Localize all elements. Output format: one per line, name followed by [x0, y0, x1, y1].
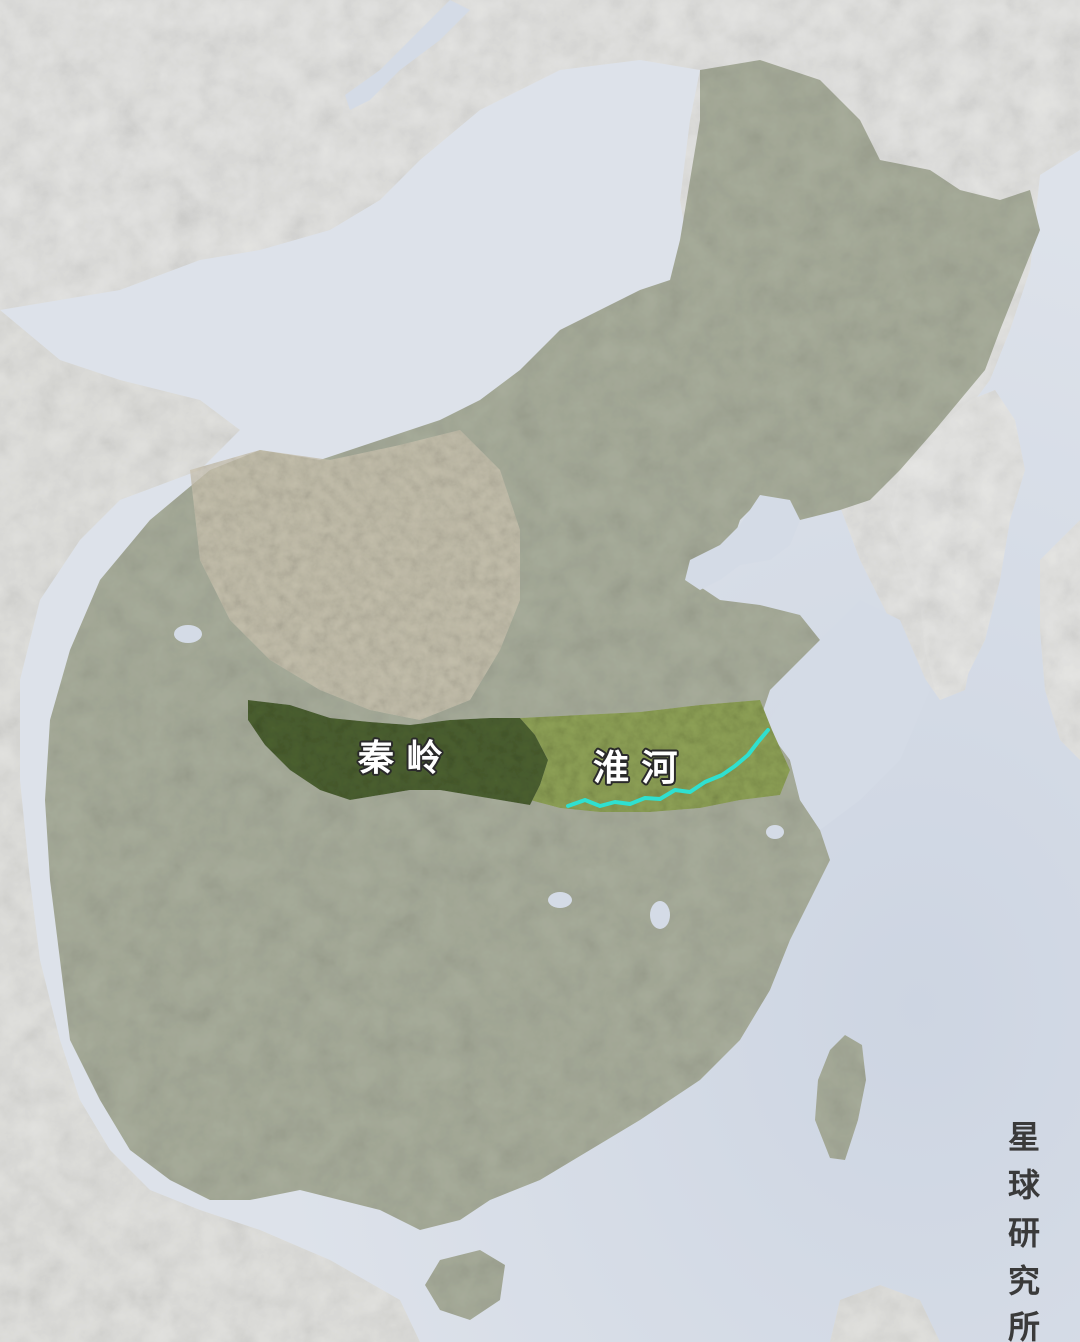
- qinling-label: 秦 岭: [357, 738, 443, 779]
- qinghai-lake: [174, 625, 202, 643]
- watermark-char-1: 星: [1008, 1118, 1040, 1156]
- huai-basin-zone: [518, 700, 790, 812]
- southeast-land: [830, 1285, 940, 1342]
- yellow-sea: [770, 600, 930, 830]
- korean-peninsula: [890, 390, 1025, 690]
- baikal-lake: [345, 0, 470, 110]
- qinling-range-zone: [248, 700, 548, 805]
- western-land: [0, 310, 420, 1342]
- watermark: 星 球 研 究 所: [1008, 1118, 1041, 1342]
- japan-island: [1040, 520, 1080, 760]
- taiwan-island: [815, 1035, 866, 1160]
- huaihe-label: 淮 河: [593, 748, 678, 789]
- china-mainland: [45, 60, 1040, 1230]
- watermark-char-5: 所: [1008, 1308, 1040, 1342]
- hainan-island: [425, 1250, 505, 1320]
- loess-plateau: [190, 430, 520, 720]
- tai-lake: [766, 825, 784, 839]
- poyang-lake: [650, 901, 670, 929]
- watermark-char-3: 研: [1008, 1214, 1040, 1252]
- watermark-char-4: 究: [1008, 1262, 1040, 1300]
- dongting-lake: [548, 892, 572, 908]
- bohai-sea: [685, 495, 800, 590]
- watermark-char-2: 球: [1008, 1166, 1041, 1204]
- huai-river: [566, 728, 770, 808]
